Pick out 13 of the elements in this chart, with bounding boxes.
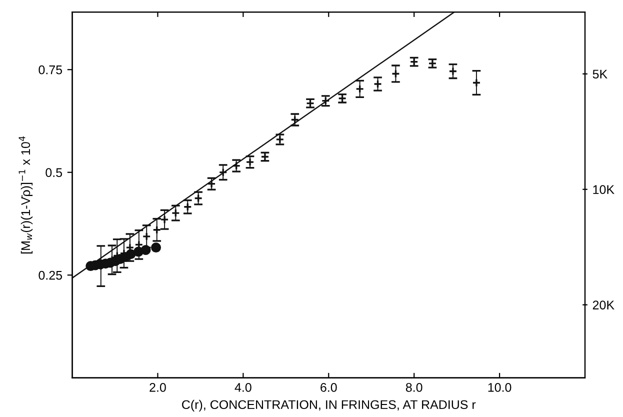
x-tick-label: 8.0 [406,382,422,392]
y2-tick-label: 5K [592,70,608,79]
y2-tick-label: 20K [592,300,614,310]
x-tick-label: 10.0 [488,382,512,392]
y-tick-label: 0.75 [38,65,62,74]
x-axis-title: C(r), CONCENTRATION, IN FRINGES, AT RADIUS r [182,400,476,412]
y-tick-label: 0.25 [38,270,62,280]
y-axis-title: [M$_{w}$(r)(1-V̄ρ)]$^{−1}$ x 10$^{4}$ [18,136,33,254]
y2-tick-label: 10K [593,185,614,194]
x-tick-label: 6.0 [320,382,337,392]
x-tick-label: 4.0 [234,382,252,392]
x-tick-label: 2.0 [150,382,166,392]
y-tick-label: 0.5 [46,168,62,177]
